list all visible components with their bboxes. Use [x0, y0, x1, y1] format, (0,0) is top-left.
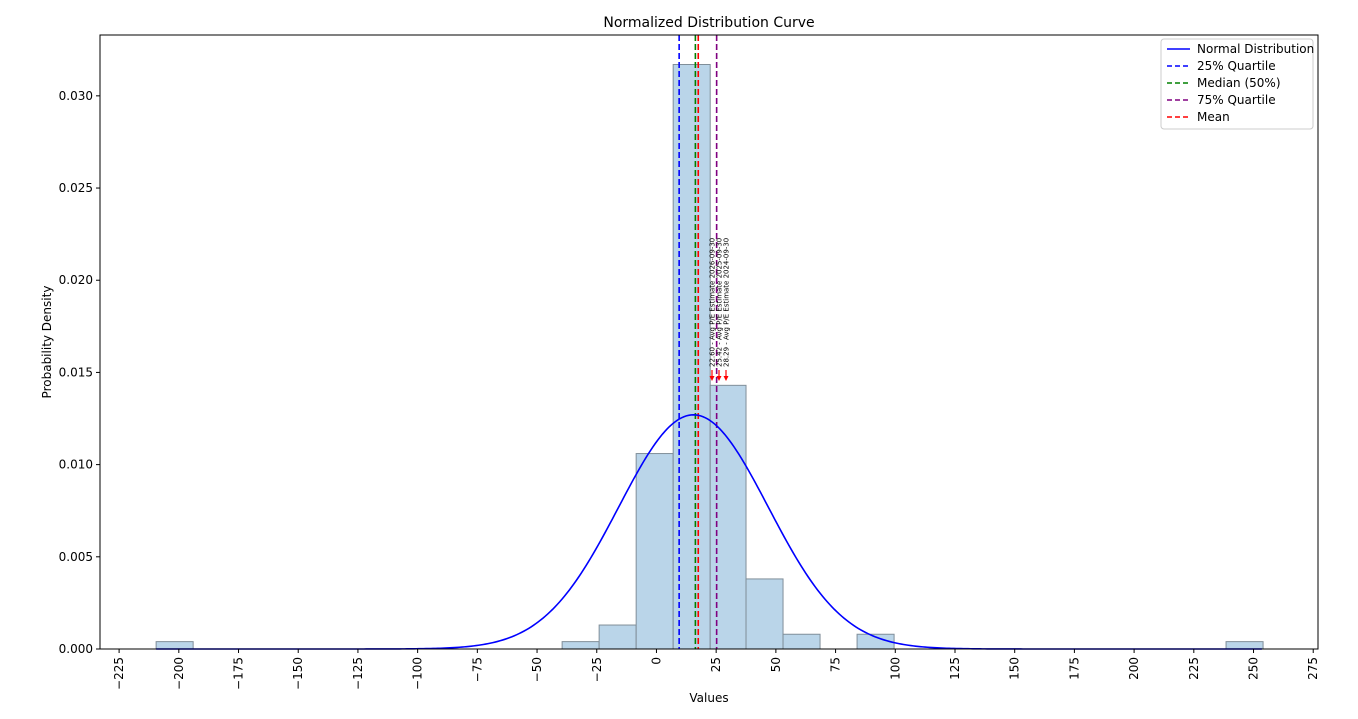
x-tick-label: −150: [291, 657, 305, 690]
x-tick-label: 150: [1008, 657, 1022, 680]
annotation-label: 25.42 - Avg P/E Estimate 2025-09-30: [716, 238, 724, 367]
histogram-bar: [635, 453, 674, 650]
x-tick-label: −50: [530, 657, 544, 682]
y-tick-label: 0.015: [59, 365, 93, 379]
histogram-bar: [745, 578, 784, 650]
chart-title: Normalized Distribution Curve: [603, 15, 814, 31]
x-tick-label: −25: [590, 657, 604, 682]
legend-label: 25% Quartile: [1197, 59, 1276, 73]
x-axis: −225 −200 −175 −150 −125 −100 −75 −50 −25 0 25 50 75…: [112, 649, 1320, 690]
x-tick-label: 125: [948, 657, 962, 680]
x-tick-label: −75: [470, 657, 484, 682]
x-tick-label: 25: [709, 657, 723, 672]
histogram-bar: [598, 624, 637, 650]
histogram-bar: [782, 633, 821, 650]
y-tick-label: 0.010: [59, 458, 93, 472]
y-axis-title: Probability Density: [40, 286, 54, 399]
y-tick-label: 0.005: [59, 550, 93, 564]
arrow-head-icon: [716, 376, 722, 381]
annotation-label: 28.29 - Avg P/E Estimate 2024-09-30: [723, 238, 731, 367]
x-tick-label: 275: [1306, 657, 1320, 680]
histogram-bar: [155, 641, 194, 650]
legend-label: Normal Distribution: [1197, 42, 1314, 56]
x-tick-label: 75: [829, 657, 843, 672]
legend-label: 75% Quartile: [1197, 93, 1276, 107]
x-tick-label: 175: [1067, 657, 1081, 680]
legend-box: [1160, 38, 1314, 130]
annotation-label: 22.60 - Avg P/E Estimate 2026-09-30: [709, 238, 717, 367]
legend: Normal Distribution 25% Quartile Median (5…: [1160, 38, 1314, 130]
x-tick-label: −225: [112, 657, 126, 690]
x-tick-label: −175: [232, 657, 246, 690]
x-tick-label: 0: [649, 657, 663, 665]
arrow-head-icon: [709, 376, 715, 381]
y-axis: 0.000 0.005 0.010 0.015 0.020 0.025 0.030: [59, 89, 100, 656]
x-tick-label: −100: [411, 657, 425, 690]
legend-label: Mean: [1197, 110, 1230, 124]
arrow-head-icon: [723, 376, 729, 381]
x-tick-label: −125: [351, 657, 365, 690]
x-tick-label: 200: [1127, 657, 1141, 680]
x-axis-title: Values: [689, 691, 728, 705]
y-tick-label: 0.030: [59, 89, 93, 103]
axes-frame: [99, 34, 1319, 650]
histogram-bar: [1225, 641, 1264, 650]
x-tick-label: 225: [1187, 657, 1201, 680]
x-tick-label: 250: [1247, 657, 1261, 680]
x-tick-label: −200: [172, 657, 186, 690]
legend-label: Median (50%): [1197, 76, 1281, 90]
histogram-bar: [561, 641, 600, 650]
x-tick-label: 50: [769, 657, 783, 672]
y-tick-label: 0.000: [59, 642, 93, 656]
y-tick-label: 0.025: [59, 181, 93, 195]
reference-lines: [678, 35, 718, 649]
plot-area: 22.60 - Avg P/E Estimate 2026-09-30 25.42…: [99, 34, 1319, 650]
annotations: 22.60 - Avg P/E Estimate 2026-09-30 25.42…: [709, 238, 731, 381]
y-tick-label: 0.020: [59, 273, 93, 287]
x-tick-label: 100: [888, 657, 902, 680]
